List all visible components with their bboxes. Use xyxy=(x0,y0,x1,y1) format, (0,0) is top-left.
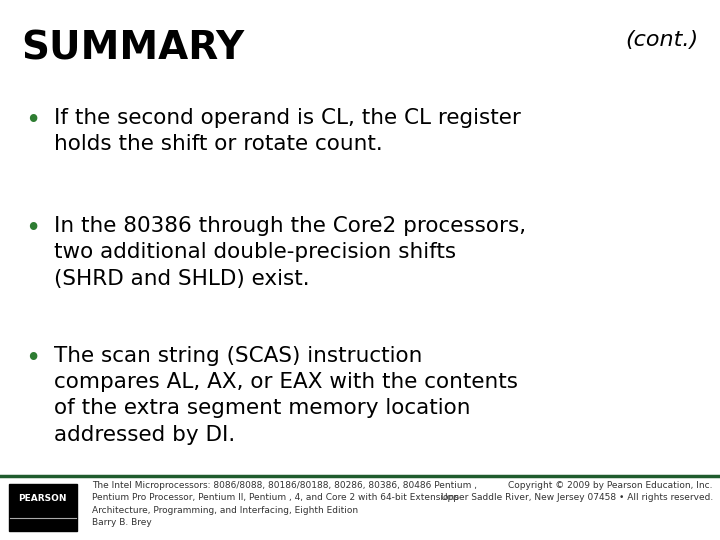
Text: The scan string (SCAS) instruction
compares AL, AX, or EAX with the contents
of : The scan string (SCAS) instruction compa… xyxy=(54,346,518,445)
Text: If the second operand is CL, the CL register
holds the shift or rotate count.: If the second operand is CL, the CL regi… xyxy=(54,108,521,154)
Text: •: • xyxy=(25,108,40,134)
Text: SUMMARY: SUMMARY xyxy=(22,30,245,68)
Text: •: • xyxy=(25,346,40,372)
Text: (cont.): (cont.) xyxy=(625,30,698,50)
Text: •: • xyxy=(25,216,40,242)
Text: PEARSON: PEARSON xyxy=(18,495,67,503)
Text: The Intel Microprocessors: 8086/8088, 80186/80188, 80286, 80386, 80486 Pentium ,: The Intel Microprocessors: 8086/8088, 80… xyxy=(92,481,477,527)
Text: In the 80386 through the Core2 processors,
two additional double-precision shift: In the 80386 through the Core2 processor… xyxy=(54,216,526,289)
Text: Copyright © 2009 by Pearson Education, Inc.
Upper Saddle River, New Jersey 07458: Copyright © 2009 by Pearson Education, I… xyxy=(441,481,713,502)
Bar xyxy=(9,484,77,531)
